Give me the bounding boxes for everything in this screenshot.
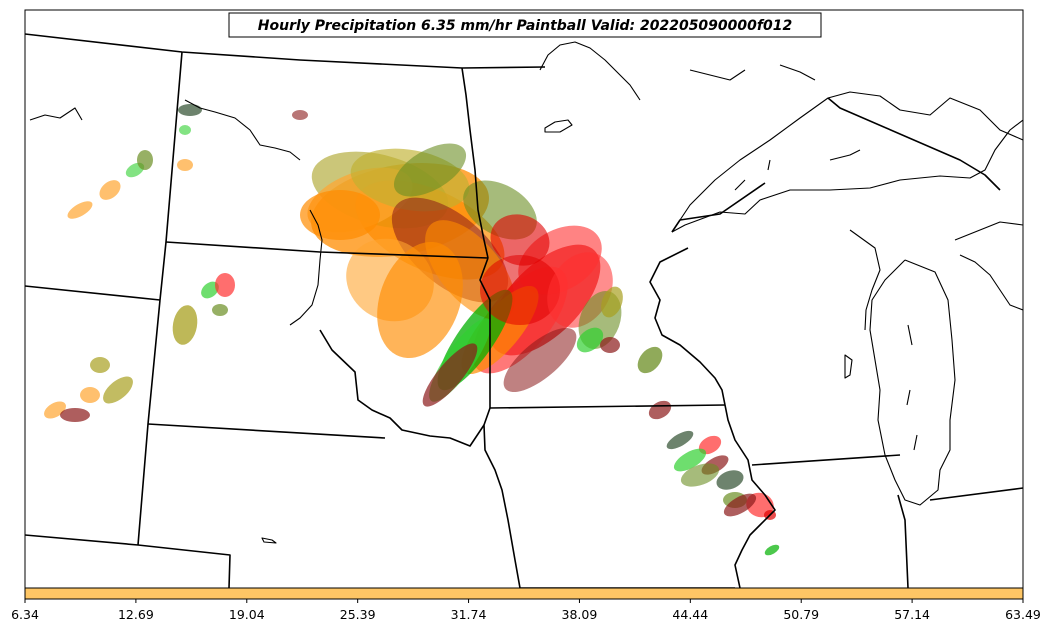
precip-blob [80,387,100,403]
lake-michigan-dash [906,324,918,451]
lake-sakakawea [184,99,301,161]
nebraska-north-border [147,423,386,439]
precip-blob [723,493,757,517]
small-lake [544,119,573,133]
lake-oahe [289,209,323,326]
precip-blob [600,337,620,353]
montana-wyoming-border [25,285,161,301]
precip-blob [172,305,198,345]
precip-blob [179,125,191,135]
wi-il-border [751,454,901,466]
precip-blob [490,214,550,266]
precip-blob [215,273,235,297]
small-lake-2 [844,354,853,379]
lake-superior-north-shore [671,91,1023,233]
precip-blob [503,327,577,393]
colorbar-tick-label: 12.69 [118,607,154,622]
iowa-north-border [489,404,726,409]
precip-blob [212,304,228,316]
precip-blob [292,110,308,120]
colorbar-tick-label: 19.04 [229,607,265,622]
precip-blob [576,327,604,353]
colorbar-tick-label: 31.74 [451,607,487,622]
precip-blob [680,463,720,487]
precipitation-paintballs [44,104,780,556]
colorbar-tick-label: 38.09 [562,607,598,622]
precip-blob [177,159,193,171]
precip-blob [67,201,93,219]
dakotas-border [165,241,489,259]
precip-blob [393,143,467,197]
precip-blob [300,190,380,240]
up-michigan-border [827,97,1001,191]
precip-blob [99,180,121,200]
colorbar-tick-label: 6.34 [11,607,39,622]
precip-blob [716,470,744,490]
title-box [228,12,822,38]
precip-blob [103,376,133,404]
precip-blob [178,104,202,116]
coastlines [29,41,1023,544]
canada-lakes [539,41,641,101]
colorbar-tick-label: 44.44 [672,607,708,622]
precip-blob [201,281,219,299]
up-islands [734,149,861,191]
missouri-river-border [483,407,521,588]
sd-mn-border [479,257,491,408]
precip-blob [60,408,90,422]
precip-blob [422,343,478,407]
map-title: Hourly Precipitation 6.35 mm/hr Paintbal… [258,18,792,34]
colorbar-tick-label: 57.14 [894,607,930,622]
colorbar-tick-label: 25.39 [340,607,376,622]
lake-superior-shore [671,119,1023,233]
precip-blob [90,357,110,373]
nd-mn-border [461,67,489,259]
precip-blob [601,286,623,318]
lake-michigan-shore [869,259,956,506]
canada-lakes-2 [689,64,816,81]
precip-blob [480,255,560,325]
colorado-north-border [25,534,231,588]
small-lake-3 [261,537,277,544]
lake-huron-shore [954,221,1023,241]
colorbar-tick-label: 50.79 [783,607,819,622]
il-in-border [897,494,909,588]
precip-blob [666,430,694,450]
lake-michigan-west-shore [849,229,881,331]
precip-blob [764,544,780,556]
lake-west [29,107,83,121]
colorbar-ticks: 6.34 12.69 19.04 25.39 31.74 38.09 44.44 50.79 5… [11,599,1041,622]
lake-huron-shore-2 [959,254,1023,311]
colorbar [24,587,1024,600]
precip-blob [698,435,722,455]
mississippi-river-border [724,404,776,588]
precip-blob [137,150,153,170]
sd-ne-river-border [319,329,485,447]
precip-blob [673,448,707,472]
precip-blob [637,346,663,374]
in-oh-border [929,487,1023,501]
mn-wi-border [649,247,726,406]
canada-border [25,33,546,69]
colorbar-tick-label: 63.49 [1005,607,1041,622]
